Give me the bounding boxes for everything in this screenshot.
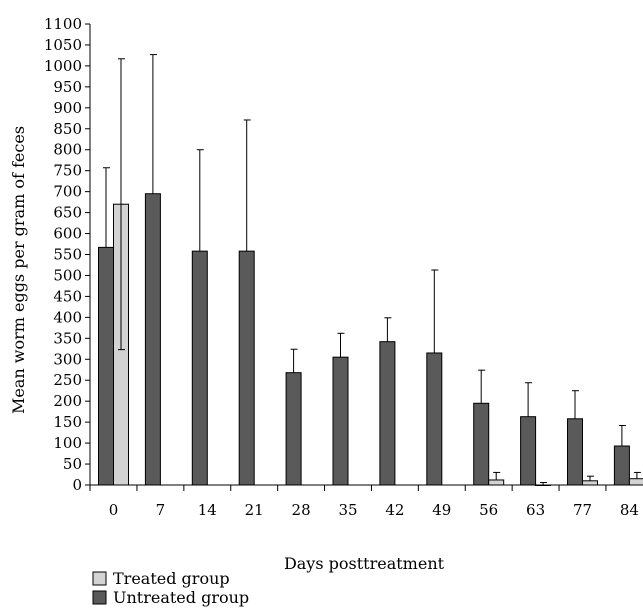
y-tick-label: 1050 [44, 36, 82, 54]
chart-bars [98, 54, 643, 486]
bar-untreated [520, 416, 537, 486]
y-tick-label: 500 [53, 266, 82, 284]
bar-untreated [379, 341, 396, 486]
legend-swatch [92, 590, 107, 605]
y-tick-label: 700 [53, 183, 82, 201]
y-tick-label: 550 [53, 246, 82, 264]
chart-ticks: 0501001502002503003504004505005506006507… [44, 15, 639, 519]
y-tick-label: 250 [53, 371, 82, 389]
bar-untreated [567, 418, 583, 486]
y-tick-label: 450 [53, 287, 82, 305]
y-tick-label: 1100 [44, 15, 82, 33]
y-tick-label: 850 [53, 120, 82, 138]
bar-treated [488, 479, 505, 486]
y-tick-label: 600 [53, 225, 82, 243]
y-tick-label: 1000 [44, 57, 82, 75]
y-tick-label: 950 [53, 78, 82, 96]
legend-label: Untreated group [113, 588, 249, 607]
bar-treated [582, 480, 598, 486]
y-tick-label: 100 [53, 434, 82, 452]
bar-untreated [191, 250, 208, 486]
x-tick-label: 35 [338, 501, 357, 519]
y-tick-label: 50 [63, 455, 82, 473]
x-axis-title: Days posttreatment [284, 554, 445, 573]
y-tick-label: 800 [53, 141, 82, 159]
y-tick-label: 400 [53, 308, 82, 326]
x-tick-label: 21 [245, 501, 264, 519]
x-tick-label: 14 [198, 501, 217, 519]
legend-swatch [92, 571, 107, 586]
x-tick-label: 49 [432, 501, 451, 519]
bar-untreated [332, 356, 349, 486]
chart-axes [89, 24, 643, 486]
legend-label: Treated group [113, 569, 230, 588]
bar-untreated [473, 402, 490, 486]
y-tick-label: 200 [53, 392, 82, 410]
bar-untreated [426, 352, 443, 486]
bar-untreated [613, 445, 630, 486]
y-tick-label: 0 [72, 476, 82, 494]
x-tick-label: 0 [109, 501, 119, 519]
y-tick-label: 900 [53, 99, 82, 117]
bar-untreated [144, 193, 161, 486]
x-tick-label: 28 [292, 501, 311, 519]
y-tick-label: 350 [53, 329, 82, 347]
bar-treated [628, 478, 643, 486]
bar-untreated [238, 250, 255, 486]
y-tick-label: 150 [53, 413, 82, 431]
bar-untreated [285, 372, 302, 486]
y-tick-label: 650 [53, 204, 82, 222]
x-tick-label: 42 [385, 501, 404, 519]
bar-treated [535, 484, 552, 486]
x-tick-label: 63 [526, 501, 545, 519]
x-tick-label: 56 [479, 501, 498, 519]
y-tick-label: 300 [53, 350, 82, 368]
x-tick-label: 84 [620, 501, 639, 519]
x-tick-label: 7 [156, 501, 166, 519]
y-tick-label: 750 [53, 162, 82, 180]
y-axis-title: Mean worm eggs per gram of feces [9, 126, 28, 414]
bar-untreated [98, 246, 114, 486]
x-tick-label: 77 [573, 501, 592, 519]
